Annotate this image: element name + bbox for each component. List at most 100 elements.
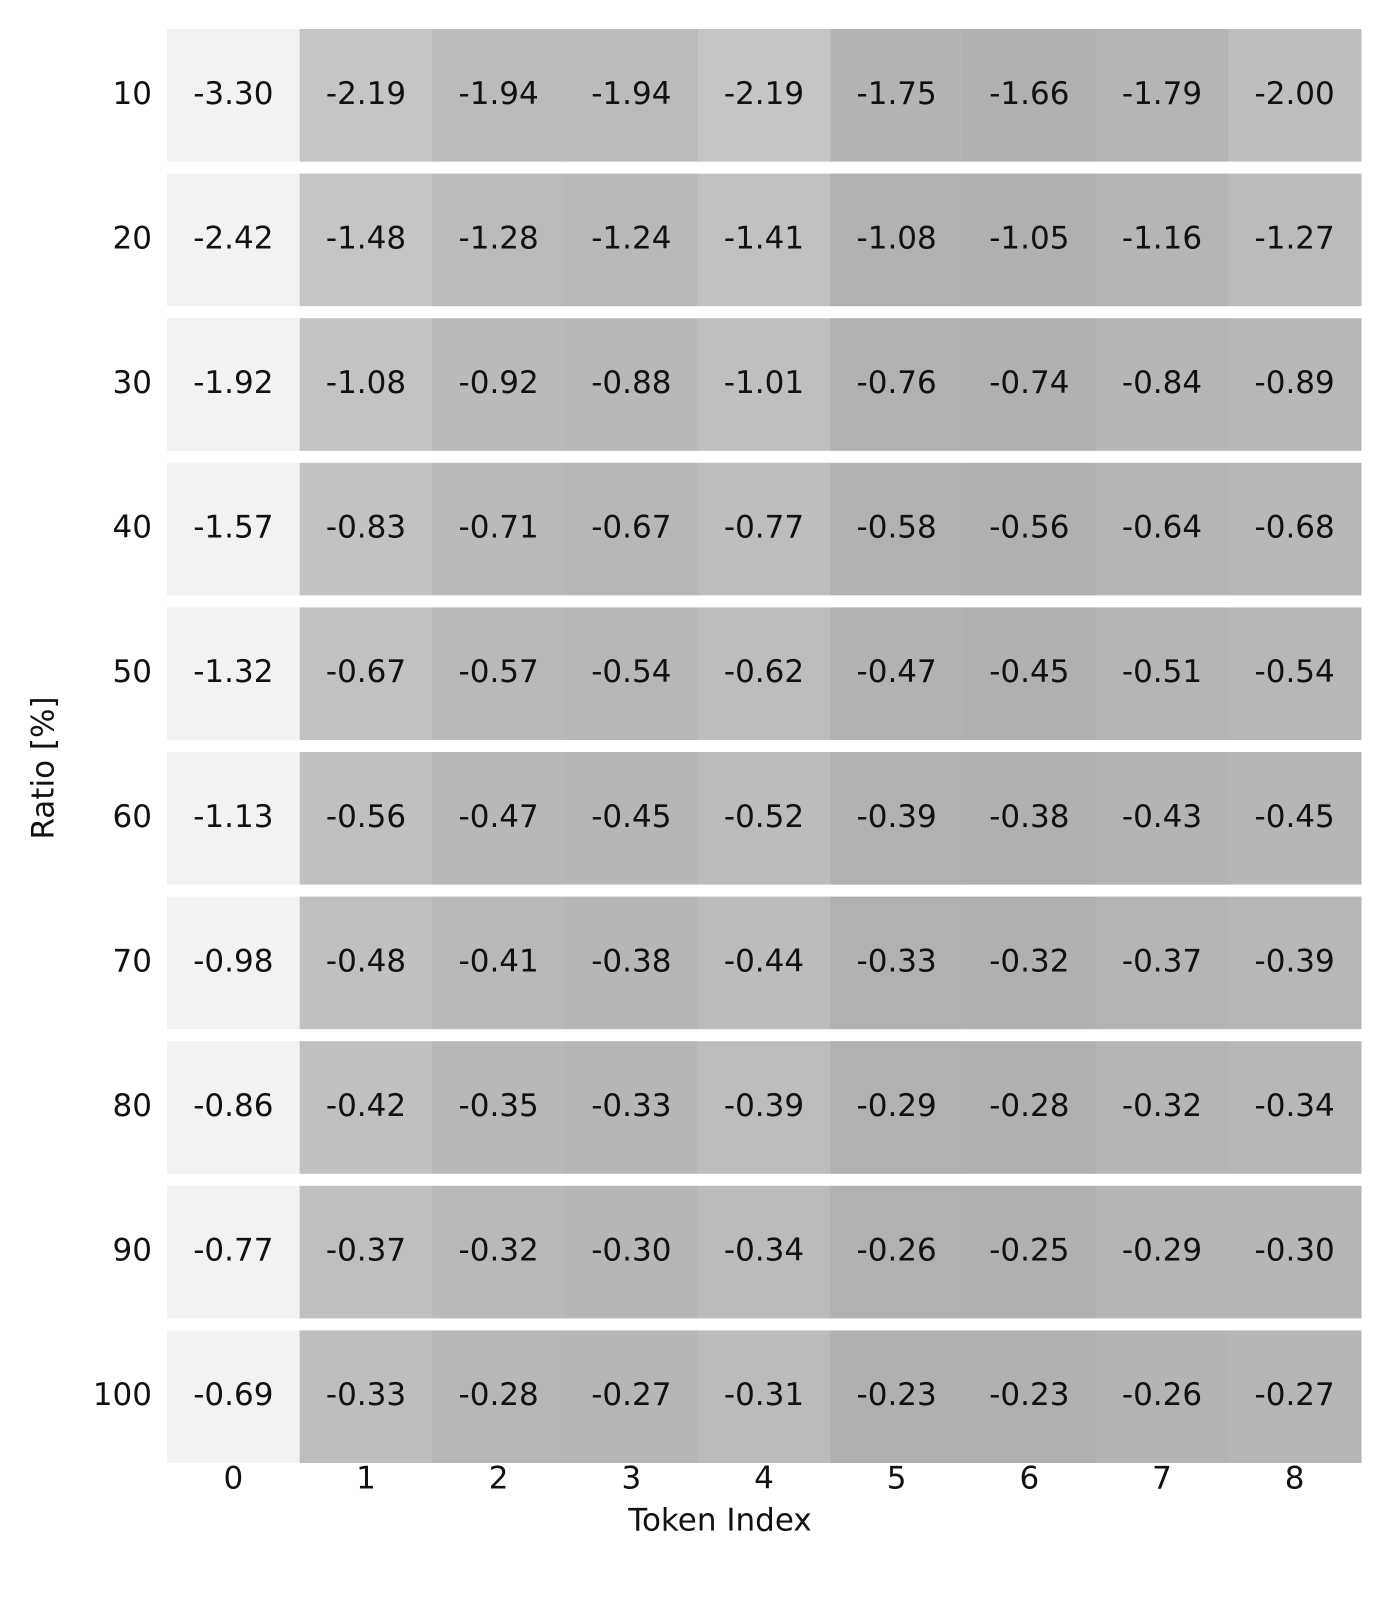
heatmap-cell bbox=[697, 462, 831, 596]
cell-label: -1.24 bbox=[591, 220, 671, 256]
cell-label: -0.48 bbox=[326, 943, 406, 979]
cell-label: -0.77 bbox=[193, 1233, 273, 1269]
x-tick-label: 7 bbox=[1152, 1461, 1172, 1497]
heatmap-cell bbox=[167, 896, 301, 1030]
x-tick-label: 3 bbox=[621, 1461, 641, 1497]
cell-label: -0.32 bbox=[989, 943, 1069, 979]
cell-label: -0.58 bbox=[857, 510, 937, 546]
x-axis-label: Token Index bbox=[627, 1503, 811, 1539]
cell-label: -0.45 bbox=[989, 654, 1069, 690]
cell-label: -0.69 bbox=[193, 1377, 273, 1413]
cell-label: -0.38 bbox=[989, 799, 1069, 835]
cell-label: -0.41 bbox=[459, 943, 539, 979]
heatmap-cell bbox=[565, 29, 699, 162]
heatmap-cell bbox=[830, 318, 964, 451]
cell-label: -0.38 bbox=[591, 943, 671, 979]
cell-label: -1.28 bbox=[459, 220, 539, 256]
cell-label: -0.37 bbox=[1122, 943, 1202, 979]
cell-label: -0.33 bbox=[326, 1377, 406, 1413]
heatmap-cell bbox=[432, 1185, 566, 1319]
cell-label: -0.54 bbox=[1255, 654, 1335, 690]
cell-label: -0.28 bbox=[989, 1088, 1069, 1124]
cell-label: -0.27 bbox=[591, 1377, 671, 1413]
cell-label: -0.88 bbox=[591, 365, 671, 401]
x-tick-label: 1 bbox=[356, 1461, 376, 1497]
heatmap-cell bbox=[830, 1330, 964, 1463]
cell-label: -0.23 bbox=[857, 1377, 937, 1413]
heatmap-cell bbox=[697, 752, 831, 885]
heatmap-cell bbox=[697, 29, 831, 162]
heatmap-cell bbox=[565, 896, 699, 1030]
heatmap-cell bbox=[830, 607, 964, 740]
cell-label: -0.35 bbox=[459, 1088, 539, 1124]
cell-label: -1.32 bbox=[193, 654, 273, 690]
cell-label: -0.74 bbox=[989, 365, 1069, 401]
heatmap-cell bbox=[299, 173, 433, 307]
heatmap-cell bbox=[963, 29, 1097, 162]
cell-label: -0.98 bbox=[193, 943, 273, 979]
y-tick-label: 30 bbox=[113, 365, 152, 401]
cell-label: -0.67 bbox=[326, 654, 406, 690]
y-tick-label: 90 bbox=[113, 1233, 152, 1269]
heatmap-cell bbox=[1095, 1041, 1229, 1174]
heatmap-cell bbox=[1228, 462, 1362, 596]
cell-label: -1.41 bbox=[724, 220, 804, 256]
heatmap-cell bbox=[299, 896, 433, 1030]
cell-label: -1.79 bbox=[1122, 76, 1202, 112]
cell-label: -0.89 bbox=[1255, 365, 1335, 401]
heatmap-cell bbox=[697, 1185, 831, 1319]
heatmap-cell bbox=[963, 607, 1097, 740]
cell-label: -0.64 bbox=[1122, 510, 1202, 546]
heatmap-cell bbox=[1228, 29, 1362, 162]
cell-label: -0.84 bbox=[1122, 365, 1202, 401]
heatmap-cell bbox=[963, 1185, 1097, 1319]
cell-label: -0.34 bbox=[1255, 1088, 1335, 1124]
y-tick-label: 50 bbox=[113, 654, 152, 690]
cell-label: -0.76 bbox=[857, 365, 937, 401]
heatmap-cell bbox=[167, 1041, 301, 1174]
heatmap-cell bbox=[963, 173, 1097, 307]
x-tick-label: 2 bbox=[489, 1461, 509, 1497]
cell-label: -0.47 bbox=[857, 654, 937, 690]
heatmap-cell bbox=[432, 318, 566, 451]
cell-label: -0.30 bbox=[1255, 1233, 1335, 1269]
x-tick-label: 8 bbox=[1285, 1461, 1305, 1497]
cell-label: -0.32 bbox=[1122, 1088, 1202, 1124]
cell-label: -2.19 bbox=[326, 76, 406, 112]
heatmap-cell bbox=[299, 318, 433, 451]
cell-label: -0.71 bbox=[459, 510, 539, 546]
heatmap-cell bbox=[432, 896, 566, 1030]
heatmap-cell bbox=[167, 607, 301, 740]
heatmap-cell bbox=[299, 1041, 433, 1174]
heatmap-cell bbox=[565, 318, 699, 451]
heatmap-cell bbox=[565, 173, 699, 307]
cell-label: -0.86 bbox=[193, 1088, 273, 1124]
heatmap-cell bbox=[299, 1185, 433, 1319]
heatmap-cell bbox=[697, 1041, 831, 1174]
cell-label: -1.01 bbox=[724, 365, 804, 401]
heatmap-cell bbox=[167, 1330, 301, 1463]
cell-label: -0.43 bbox=[1122, 799, 1202, 835]
y-axis-label: Ratio [%] bbox=[26, 696, 62, 839]
heatmap-cell bbox=[432, 29, 566, 162]
cell-label: -1.48 bbox=[326, 220, 406, 256]
cell-label: -0.31 bbox=[724, 1377, 804, 1413]
heatmap-cell bbox=[830, 29, 964, 162]
heatmap-cell bbox=[963, 462, 1097, 596]
heatmap-cell bbox=[1095, 29, 1229, 162]
heatmap-cell bbox=[167, 752, 301, 885]
heatmap-cell bbox=[167, 173, 301, 307]
heatmap-cell bbox=[299, 29, 433, 162]
cell-label: -1.94 bbox=[459, 76, 539, 112]
heatmap-cell bbox=[432, 1330, 566, 1463]
heatmap-cell bbox=[1095, 607, 1229, 740]
cell-label: -0.32 bbox=[459, 1233, 539, 1269]
cell-label: -0.44 bbox=[724, 943, 804, 979]
heatmap-cell bbox=[1228, 896, 1362, 1030]
heatmap-cell bbox=[697, 896, 831, 1030]
cell-label: -1.13 bbox=[193, 799, 273, 835]
heatmap-cell bbox=[697, 607, 831, 740]
heatmap-cell bbox=[432, 173, 566, 307]
cell-label: -0.34 bbox=[724, 1233, 804, 1269]
heatmap-cell bbox=[830, 1041, 964, 1174]
